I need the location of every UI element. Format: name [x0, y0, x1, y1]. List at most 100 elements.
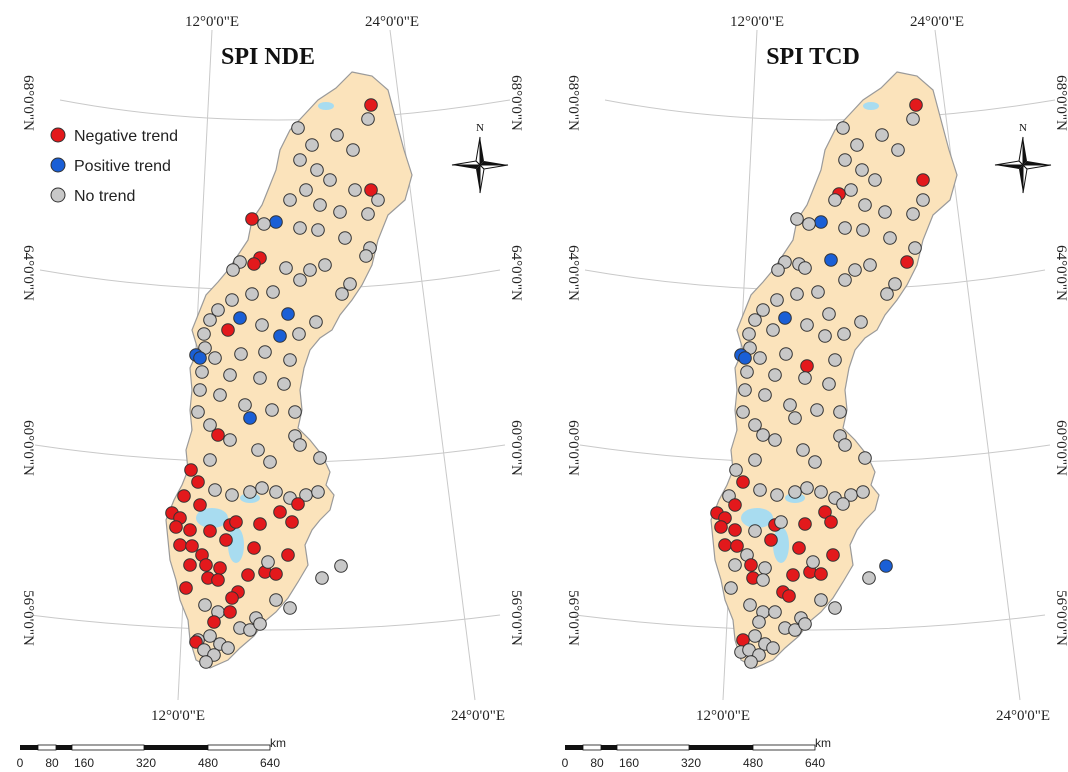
station-point-none	[348, 183, 362, 197]
station-point-none	[291, 121, 305, 135]
station-point-none	[883, 231, 897, 245]
station-point-negative	[223, 605, 237, 619]
station-point-negative	[247, 257, 261, 271]
station-point-none	[724, 581, 738, 595]
station-point-none	[211, 303, 225, 317]
station-point-none	[838, 438, 852, 452]
station-point-none	[768, 368, 782, 382]
station-point-negative	[798, 517, 812, 531]
station-point-none	[833, 405, 847, 419]
left-lat-label-64: 64°0'0"N	[565, 245, 581, 301]
station-point-none	[858, 451, 872, 465]
station-point-none	[223, 433, 237, 447]
station-point-none	[203, 453, 217, 467]
station-point-none	[234, 347, 248, 361]
station-point-none	[269, 485, 283, 499]
station-point-none	[814, 593, 828, 607]
station-point-none	[838, 153, 852, 167]
legend-negative-swatch	[50, 127, 66, 143]
station-point-none	[810, 403, 824, 417]
station-point-negative	[900, 255, 914, 269]
left-lat-label-68: 68°0'0"N	[20, 75, 36, 131]
station-point-none	[293, 273, 307, 287]
station-point-none	[311, 223, 325, 237]
station-point-none	[288, 405, 302, 419]
station-point-negative	[177, 489, 191, 503]
station-point-none	[771, 263, 785, 277]
left-lat-label-68: 68°0'0"N	[565, 75, 581, 131]
station-point-none	[203, 629, 217, 643]
station-point-none	[806, 555, 820, 569]
station-point-none	[371, 193, 385, 207]
station-point-negative	[169, 520, 183, 534]
station-point-negative	[273, 505, 287, 519]
station-point-none	[748, 629, 762, 643]
north-label: N	[476, 122, 484, 134]
station-point-negative	[199, 558, 213, 572]
right-lat-label-56: 56°0'0"N	[508, 590, 524, 646]
station-point-none	[255, 318, 269, 332]
station-point-none	[822, 307, 836, 321]
north-arrow: N	[994, 122, 1052, 194]
station-point-negative	[786, 568, 800, 582]
scale-tick-80: 80	[45, 756, 59, 770]
left-lat-label-60: 60°0'0"N	[20, 420, 36, 476]
station-point-positive	[269, 215, 283, 229]
scale-tick-320: 320	[681, 756, 701, 770]
top-lon-label-12: 12°0'0"E	[730, 14, 784, 30]
station-point-none	[783, 398, 797, 412]
station-point-none	[891, 143, 905, 157]
station-point-none	[836, 121, 850, 135]
scale-tick-480: 480	[198, 756, 218, 770]
station-point-none	[334, 559, 348, 573]
station-point-none	[193, 383, 207, 397]
north-label: N	[1019, 122, 1027, 134]
station-point-negative	[193, 498, 207, 512]
right-lat-label-68: 68°0'0"N	[508, 75, 524, 131]
station-point-none	[742, 327, 756, 341]
station-point-none	[790, 287, 804, 301]
station-point-none	[822, 377, 836, 391]
station-point-none	[283, 193, 297, 207]
station-point-negative	[281, 548, 295, 562]
bottom-lon-label-12: 12°0'0"E	[696, 708, 750, 724]
legend: Negative trend Positive trend No trend	[50, 127, 178, 205]
station-point-negative	[221, 323, 235, 337]
station-point-none	[838, 273, 852, 287]
station-point-none	[333, 205, 347, 219]
station-point-none	[850, 138, 864, 152]
map-spi-nde: SPI NDE 12°0'0"E 24°0'0"E 12°0'0"E 24°0'…	[17, 14, 524, 770]
station-point-none	[305, 138, 319, 152]
station-point-none	[740, 365, 754, 379]
station-point-none	[359, 249, 373, 263]
legend-positive-swatch	[50, 157, 66, 173]
station-point-none	[315, 571, 329, 585]
station-point-none	[226, 263, 240, 277]
legend-negative-label: Negative trend	[74, 128, 178, 145]
station-point-none	[798, 371, 812, 385]
station-point-none	[774, 515, 788, 529]
station-point-none	[753, 483, 767, 497]
station-point-none	[238, 398, 252, 412]
station-point-none	[916, 193, 930, 207]
station-point-none	[828, 353, 842, 367]
station-point-none	[800, 481, 814, 495]
station-point-negative	[183, 523, 197, 537]
station-point-none	[313, 198, 327, 212]
station-point-positive	[814, 215, 828, 229]
station-point-none	[243, 485, 257, 499]
station-point-negative	[229, 515, 243, 529]
station-point-none	[293, 221, 307, 235]
station-point-none	[888, 277, 902, 291]
bottom-lon-label-12: 12°0'0"E	[151, 708, 205, 724]
station-point-none	[255, 481, 269, 495]
station-point-none	[269, 593, 283, 607]
station-point-none	[261, 555, 275, 569]
legend-positive-label: Positive trend	[74, 158, 171, 175]
station-point-none	[311, 485, 325, 499]
station-point-negative	[728, 523, 742, 537]
station-point-none	[862, 571, 876, 585]
station-point-none	[828, 601, 842, 615]
station-point-negative	[764, 533, 778, 547]
legend-none-swatch	[50, 187, 66, 203]
